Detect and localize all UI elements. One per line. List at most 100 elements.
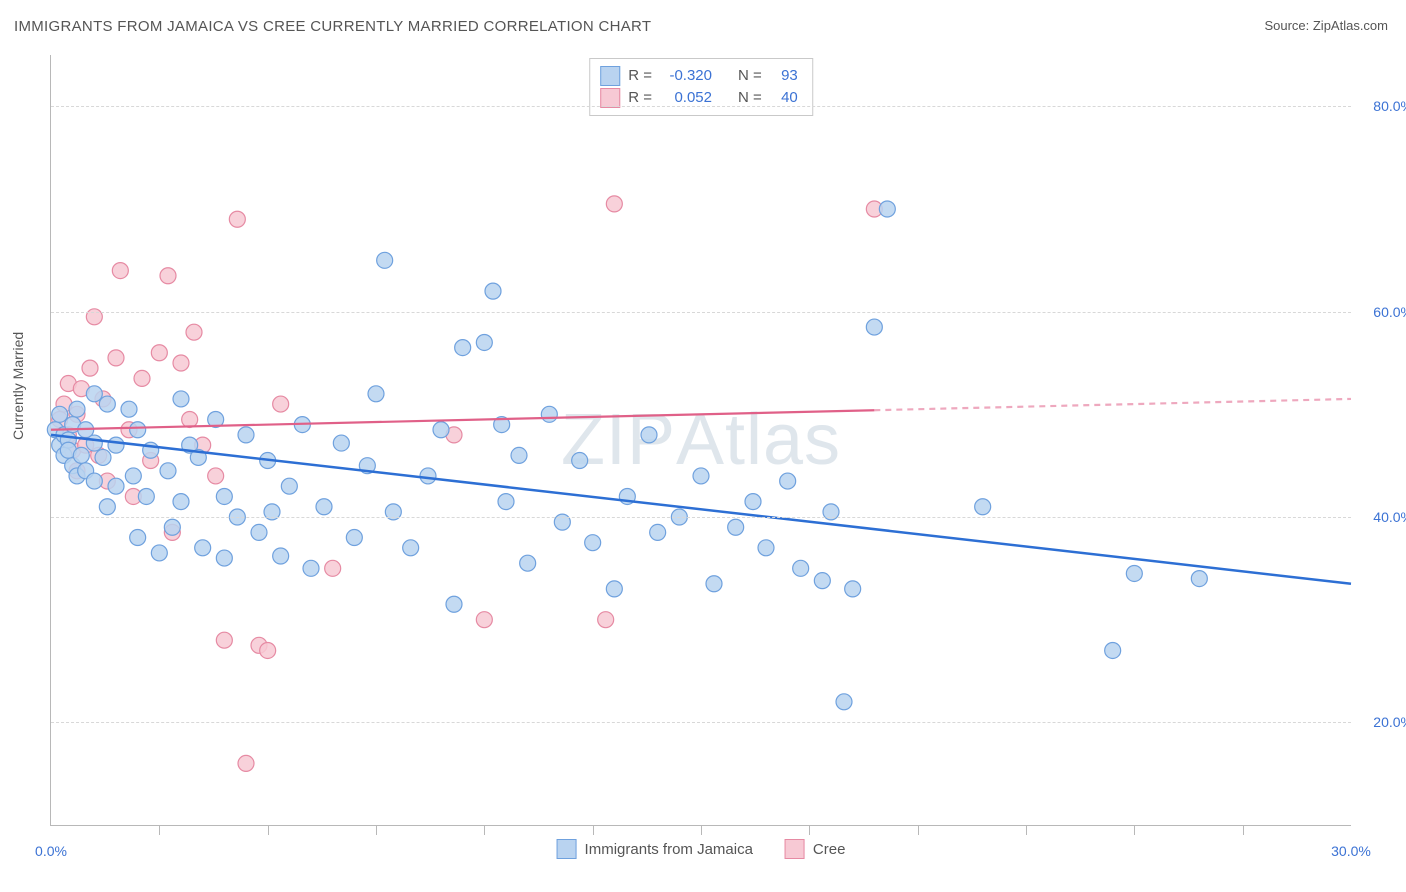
y-tick-label: 20.0%	[1373, 714, 1406, 730]
data-point	[112, 263, 128, 279]
gridline	[51, 517, 1351, 518]
data-point	[216, 632, 232, 648]
data-point	[325, 560, 341, 576]
data-point	[476, 612, 492, 628]
data-point	[641, 427, 657, 443]
data-point	[216, 488, 232, 504]
data-point	[650, 524, 666, 540]
source-attribution: Source: ZipAtlas.com	[1264, 18, 1388, 33]
data-point	[780, 473, 796, 489]
data-point	[403, 540, 419, 556]
data-point	[208, 468, 224, 484]
y-axis-label: Currently Married	[10, 332, 26, 440]
x-tick	[593, 825, 594, 835]
data-point	[151, 545, 167, 561]
data-point	[229, 211, 245, 227]
x-tick	[918, 825, 919, 835]
data-point	[758, 540, 774, 556]
x-tick-label: 0.0%	[35, 843, 67, 859]
data-point	[520, 555, 536, 571]
data-point	[836, 694, 852, 710]
data-point	[879, 201, 895, 217]
data-point	[814, 573, 830, 589]
data-point	[173, 494, 189, 510]
bottom-legend-item-2: Cree	[785, 839, 846, 859]
y-tick-label: 80.0%	[1373, 98, 1406, 114]
data-point	[82, 360, 98, 376]
y-tick-label: 40.0%	[1373, 509, 1406, 525]
data-point	[476, 334, 492, 350]
data-point	[511, 447, 527, 463]
data-point	[303, 560, 319, 576]
data-point	[455, 340, 471, 356]
data-point	[99, 396, 115, 412]
data-point	[377, 252, 393, 268]
data-point	[173, 391, 189, 407]
data-point	[975, 499, 991, 515]
data-point	[151, 345, 167, 361]
bottom-legend: Immigrants from Jamaica Cree	[557, 839, 846, 859]
data-point	[333, 435, 349, 451]
data-point	[108, 478, 124, 494]
data-point	[446, 596, 462, 612]
data-point	[130, 422, 146, 438]
data-point	[866, 319, 882, 335]
data-point	[73, 447, 89, 463]
bottom-legend-item-1: Immigrants from Jamaica	[557, 839, 753, 859]
data-point	[108, 437, 124, 453]
x-tick	[701, 825, 702, 835]
data-point	[273, 396, 289, 412]
x-tick	[1134, 825, 1135, 835]
data-point	[182, 411, 198, 427]
data-point	[281, 478, 297, 494]
data-point	[134, 370, 150, 386]
source-label: Source:	[1264, 18, 1312, 33]
data-point	[125, 468, 141, 484]
swatch-bottom-2-icon	[785, 839, 805, 859]
data-point	[316, 499, 332, 515]
x-tick	[484, 825, 485, 835]
data-point	[420, 468, 436, 484]
data-point	[52, 406, 68, 422]
data-point	[164, 519, 180, 535]
gridline	[51, 722, 1351, 723]
x-tick	[809, 825, 810, 835]
data-point	[1126, 565, 1142, 581]
data-point	[541, 406, 557, 422]
data-point	[572, 453, 588, 469]
data-point	[95, 449, 111, 465]
data-point	[186, 324, 202, 340]
chart-svg	[51, 55, 1351, 825]
data-point	[706, 576, 722, 592]
data-point	[793, 560, 809, 576]
bottom-legend-text-2: Cree	[813, 841, 846, 858]
trend-line	[51, 435, 1351, 584]
x-tick	[159, 825, 160, 835]
data-point	[1105, 642, 1121, 658]
data-point	[585, 535, 601, 551]
data-point	[251, 524, 267, 540]
trend-line-dashed	[874, 399, 1351, 410]
y-tick-label: 60.0%	[1373, 304, 1406, 320]
data-point	[130, 530, 146, 546]
data-point	[1191, 571, 1207, 587]
data-point	[498, 494, 514, 510]
data-point	[216, 550, 232, 566]
x-tick	[1026, 825, 1027, 835]
x-tick-label: 30.0%	[1331, 843, 1371, 859]
data-point	[745, 494, 761, 510]
data-point	[138, 488, 154, 504]
data-point	[728, 519, 744, 535]
x-tick	[1243, 825, 1244, 835]
data-point	[69, 401, 85, 417]
data-point	[845, 581, 861, 597]
gridline	[51, 106, 1351, 107]
trend-line	[51, 410, 874, 430]
data-point	[160, 463, 176, 479]
data-point	[121, 401, 137, 417]
bottom-legend-text-1: Immigrants from Jamaica	[585, 841, 753, 858]
source-link[interactable]: ZipAtlas.com	[1313, 18, 1388, 33]
data-point	[606, 196, 622, 212]
data-point	[99, 499, 115, 515]
data-point	[238, 755, 254, 771]
